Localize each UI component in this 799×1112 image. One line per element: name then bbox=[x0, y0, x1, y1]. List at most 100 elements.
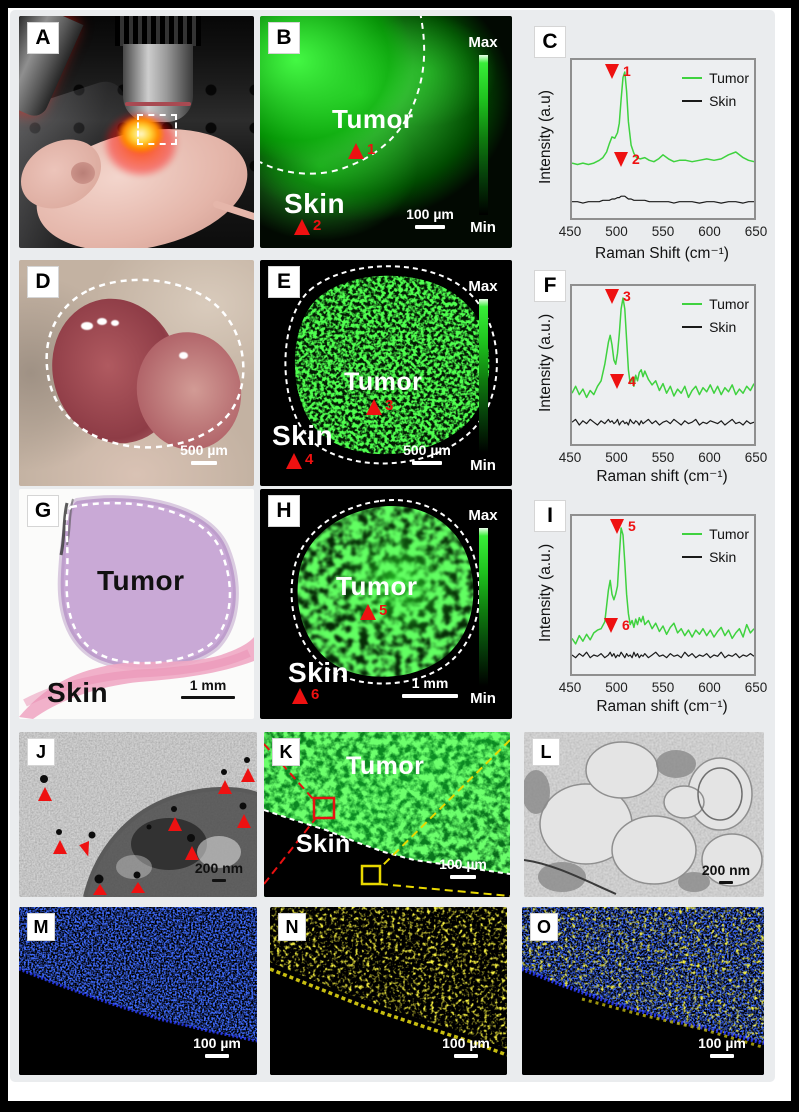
specular-highlight bbox=[111, 320, 119, 326]
scale-bar-k-line bbox=[450, 875, 476, 879]
scale-bar-n-text: 100 µm bbox=[442, 1035, 490, 1051]
panel-d-label: D bbox=[27, 266, 59, 298]
chart-marker-6: 6 bbox=[604, 618, 630, 633]
colorbar-gradient bbox=[478, 299, 488, 453]
arrowhead-down-icon bbox=[610, 519, 624, 534]
tem-skin-svg bbox=[524, 732, 764, 897]
chart-marker-1-number: 1 bbox=[623, 63, 631, 79]
chart-marker-2-number: 2 bbox=[632, 151, 640, 167]
legend-c: Tumor Skin bbox=[682, 70, 749, 116]
roi-box-red bbox=[312, 796, 336, 820]
scale-bar-h-text: 1 mm bbox=[411, 675, 449, 691]
scale-bar-l-text: 200 nm bbox=[701, 862, 751, 878]
panel-h-letter: H bbox=[276, 499, 292, 522]
tumor-region-label: Tumor bbox=[346, 752, 424, 781]
marker-4-number: 4 bbox=[305, 451, 314, 468]
mouse-ear bbox=[71, 162, 95, 184]
legend-f: Tumor Skin bbox=[682, 296, 749, 342]
colorbar-gradient bbox=[478, 528, 488, 686]
scale-bar-m-line bbox=[205, 1054, 229, 1058]
tumor-region-label: Tumor bbox=[97, 565, 185, 597]
marker-4: 4 bbox=[286, 451, 314, 469]
colorbar-min-label: Min bbox=[470, 457, 496, 474]
scale-bar-e-text: 500 µm bbox=[403, 442, 451, 458]
tumor-boundary-outline bbox=[45, 278, 245, 449]
spectra-svg-c bbox=[572, 71, 754, 204]
marker-2-number: 2 bbox=[313, 217, 322, 234]
specular-highlight bbox=[81, 322, 93, 330]
arrowhead-down-icon bbox=[605, 289, 619, 304]
arrowhead-up-icon bbox=[360, 603, 376, 620]
scale-bar-j-line bbox=[212, 879, 226, 882]
panel-e-raman-map: Tumor 3 Skin 4 500 µm Max Min E bbox=[260, 260, 512, 486]
legend-entry-tumor: Tumor bbox=[682, 296, 749, 312]
panel-c-chart: C Intensity (a.u) Tumor Skin 1 2 450 500… bbox=[524, 22, 780, 274]
panel-o-fluorescence-merge: 100 µm O bbox=[522, 907, 764, 1075]
tick-550: 550 bbox=[651, 224, 675, 239]
arrowhead-up-icon bbox=[366, 398, 382, 415]
scale-bar-j: 200 nm bbox=[189, 860, 249, 882]
tick-450: 450 bbox=[558, 680, 582, 695]
panel-d-letter: D bbox=[35, 270, 51, 293]
marker-1: 1 bbox=[348, 141, 375, 159]
panel-a-label: A bbox=[27, 22, 59, 54]
legend-tumor-text: Tumor bbox=[709, 70, 749, 86]
colorbar-b: Max Min bbox=[460, 34, 506, 236]
chart-marker-4-number: 4 bbox=[628, 373, 636, 389]
panel-e-label: E bbox=[268, 266, 300, 298]
colorbar-max-label: Max bbox=[468, 278, 498, 295]
marker-5-number: 5 bbox=[379, 602, 388, 619]
skin-text: Skin bbox=[284, 188, 346, 219]
scale-bar-j-text: 200 nm bbox=[194, 860, 244, 876]
legend-entry-skin: Skin bbox=[682, 319, 749, 335]
panel-k-letter: K bbox=[279, 741, 293, 762]
scale-bar-e-line bbox=[412, 461, 442, 465]
panel-j-tem: 200 nm J bbox=[19, 732, 257, 897]
tumor-text: Tumor bbox=[97, 565, 185, 596]
panel-n-letter: N bbox=[285, 916, 299, 937]
panel-l-letter: L bbox=[540, 741, 552, 762]
colorbar-h: Max Min bbox=[460, 507, 506, 707]
panel-i-label: I bbox=[534, 500, 566, 532]
tick-550: 550 bbox=[651, 680, 675, 695]
tick-500: 500 bbox=[605, 450, 628, 465]
scale-bar-g-line bbox=[181, 696, 235, 699]
panel-l-tem: 200 nm L bbox=[524, 732, 764, 897]
tick-650: 650 bbox=[744, 680, 768, 695]
marker-3: 3 bbox=[366, 397, 393, 415]
scale-bar-g: 1 mm bbox=[177, 677, 239, 699]
x-axis-label: Raman shift (cm⁻¹) bbox=[564, 697, 760, 716]
panel-j-letter: J bbox=[35, 741, 46, 762]
marker-5: 5 bbox=[360, 602, 388, 620]
laser-glow-core bbox=[117, 114, 165, 154]
scale-bar-k-text: 100 µm bbox=[439, 856, 487, 872]
tumor-text: Tumor bbox=[336, 571, 418, 601]
skin-region-label: Skin bbox=[288, 657, 349, 689]
x-axis-label: Raman Shift (cm⁻¹) bbox=[564, 244, 760, 263]
tick-600: 600 bbox=[698, 680, 721, 695]
legend-skin-text: Skin bbox=[709, 319, 737, 335]
chart-marker-3: 3 bbox=[605, 289, 631, 304]
panel-b-letter: B bbox=[276, 26, 292, 49]
skin-region-label: Skin bbox=[47, 677, 108, 709]
panel-k-label: K bbox=[272, 738, 300, 766]
x-ticks-c: 450 500 550 600 650 bbox=[559, 224, 768, 240]
tick-650: 650 bbox=[744, 224, 768, 239]
chart-marker-6-number: 6 bbox=[622, 617, 630, 633]
scale-bar-g-text: 1 mm bbox=[189, 677, 227, 693]
arrowhead-up-icon bbox=[292, 687, 308, 704]
panel-o-label: O bbox=[530, 913, 558, 941]
scale-bar-e: 500 µm bbox=[392, 442, 462, 465]
blue-speckle-svg bbox=[19, 907, 257, 1075]
panel-m-letter: M bbox=[33, 916, 49, 937]
x-ticks-i: 450 500 550 600 650 bbox=[559, 680, 768, 696]
scale-bar-b: 100 µm bbox=[398, 206, 462, 229]
skin-text: Skin bbox=[47, 677, 109, 708]
scale-bar-o: 100 µm bbox=[692, 1035, 752, 1058]
boundary-map-svg bbox=[264, 732, 510, 897]
panel-m-fluorescence-blue: 100 µm M bbox=[19, 907, 257, 1075]
x-axis-label-text: Raman Shift (cm⁻¹) bbox=[595, 245, 729, 262]
panel-i-chart: I Intensity (a.u.) Tumor Skin 5 6 450 50… bbox=[524, 500, 780, 720]
legend-entry-skin: Skin bbox=[682, 549, 749, 565]
scale-bar-h: 1 mm bbox=[398, 675, 462, 698]
